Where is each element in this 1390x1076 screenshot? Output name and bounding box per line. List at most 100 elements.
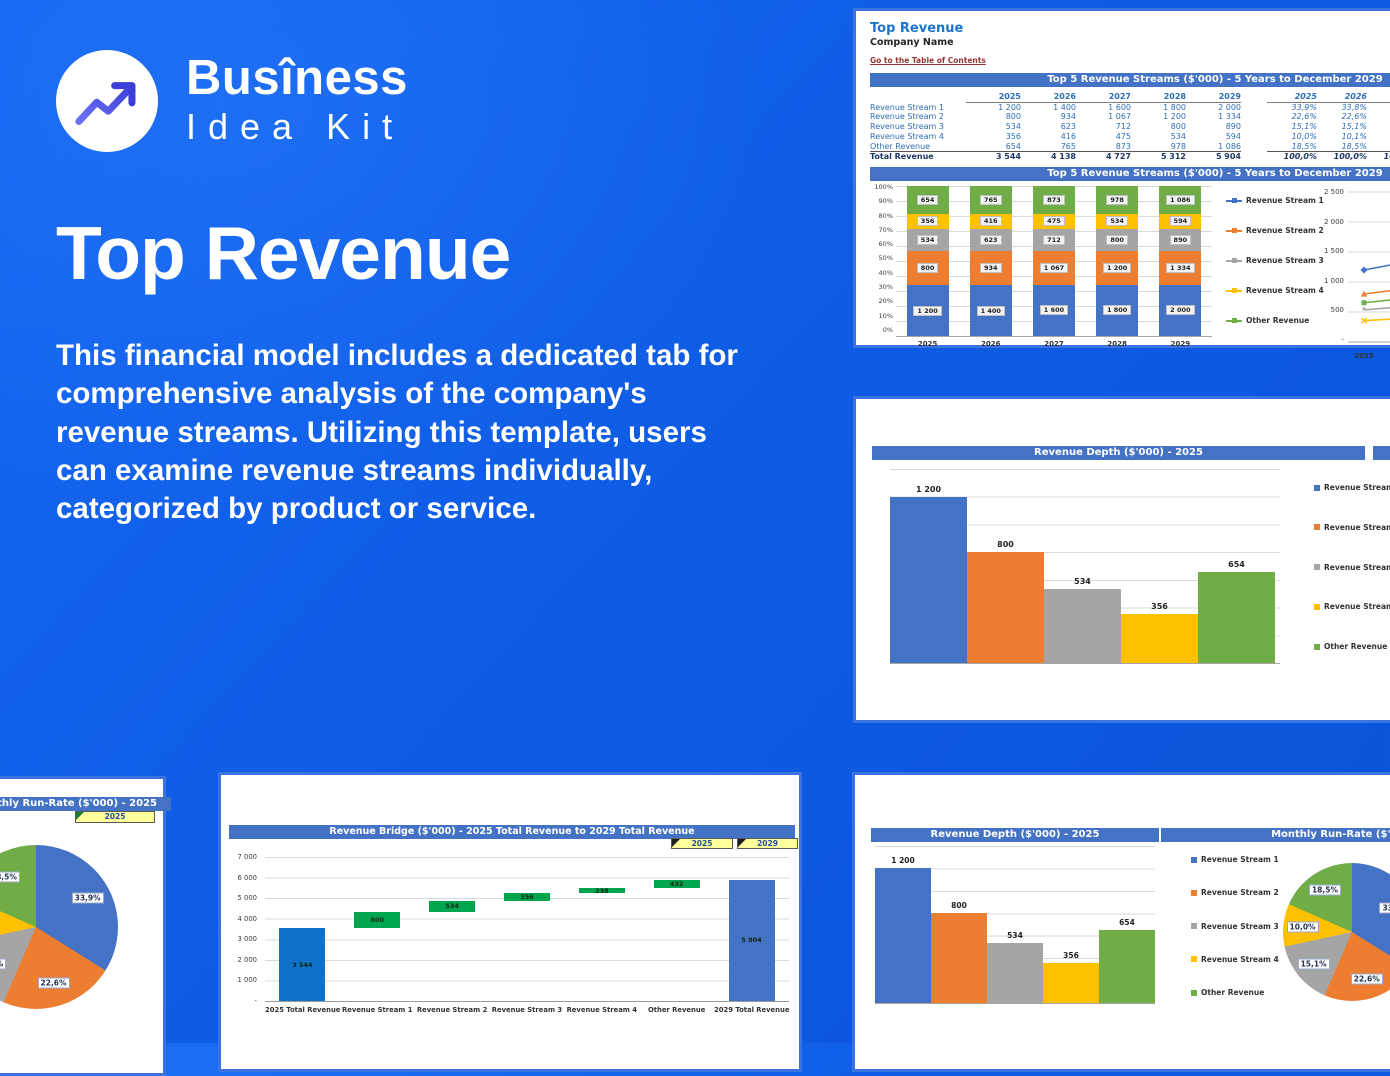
table-cell (1241, 151, 1267, 162)
axis-category-label: 2029 Total Revenue (714, 1006, 789, 1014)
x-axis: 2025 Total Revenue Revenue Stream 1 Revenu… (265, 1006, 789, 1014)
bridge-title-bar: Revenue Bridge ($'000) - 2025 Total Reve… (229, 825, 795, 839)
axis-tick-label: 20% (878, 297, 893, 306)
pct-cell: 22,6% (1367, 112, 1390, 122)
segment-value-label: 890 (1169, 234, 1192, 245)
bar-value-label: 800 (951, 901, 967, 911)
table-row: Revenue Stream 3 534 623 712 800 890 15,1% 15,1… (870, 122, 1390, 132)
table-of-contents-link[interactable]: Go to the Table of Contents (870, 56, 986, 65)
sheet-title: Top Revenue (870, 21, 964, 36)
bridge-year-to-dropdown[interactable]: 2029 (737, 838, 798, 849)
legend-item: Revenue Stream 3 (1314, 563, 1390, 572)
waterfall-bar: 356 (504, 893, 550, 901)
row-label: Revenue Stream 1 (870, 102, 944, 112)
axis-category-label: 2029 (1170, 339, 1191, 348)
depth-chart-title-bar-small: Revenue Depth ($'000) - 2025 (871, 828, 1159, 842)
bar-value-label: 3 544 (292, 960, 313, 969)
pct-cell: 22,6% (1341, 112, 1367, 122)
logo-circle (56, 50, 158, 152)
legend-line-marker (1226, 228, 1242, 234)
axis-tick-label: 10% (878, 311, 893, 320)
segment-value-label: 712 (1043, 234, 1065, 245)
stacked-segment: 475 (1032, 213, 1075, 229)
axis-category-label: Revenue Stream 3 (491, 1006, 563, 1014)
pie-percent-label: 15,1% (0, 958, 7, 970)
pct-cell: 33,8% (1367, 103, 1390, 113)
legend-label: Revenue Stream 2 (1246, 226, 1324, 236)
revenue-depth-bar-chart-small: 1 200 800 534 356 654 (869, 839, 1169, 1039)
year-header: 2026 (1021, 92, 1076, 103)
panel-monthly-runrate-left: Monthly Run-Rate ($'000) - 2025 2025 33,… (0, 776, 171, 1076)
brand-logo: Busîness Idea Kit (56, 50, 806, 152)
waterfall-bar: 432 (653, 879, 700, 889)
plot-area: 1 200 800 534 356 654 (875, 846, 1155, 1004)
bar-value-label: 534 (445, 902, 459, 911)
axis-category-label: 2025 (917, 339, 938, 348)
year-header: 2028 (1131, 92, 1186, 103)
bar (987, 943, 1043, 1003)
bars: 654 356 534 800 1 200 765 416 623 934 1 400 873 475… (896, 185, 1212, 336)
segment-value-label: 534 (1106, 216, 1128, 227)
legend-item: Other Revenue (1314, 642, 1390, 651)
pct-cell: 10,1% (1341, 131, 1367, 141)
axis-category-label: 2025 Total Revenue (265, 1006, 340, 1014)
bar-value-label: 432 (669, 879, 684, 888)
legend-label: Revenue Stream 2 (1324, 522, 1390, 532)
legend-item: Revenue Stream 4 (1191, 955, 1279, 964)
top-charts-row: 100% 90% 80% 70% 60% 50% 40% 30% 20% 10% 0% 654 356 5… (870, 183, 1390, 366)
segment-value-label: 1 334 (1166, 263, 1195, 274)
bar-column: 800 (967, 469, 1044, 663)
stacked-bar-chart: 100% 90% 80% 70% 60% 50% 40% 30% 20% 10% 0% 654 356 5… (870, 183, 1218, 366)
segment-value-label: 1 600 (1039, 305, 1069, 316)
value-cell: 1 400 (1053, 102, 1076, 112)
stacked-segment: 1 800 (1096, 285, 1139, 336)
segment-value-label: 800 (1106, 234, 1128, 245)
stacked-segment: 934 (969, 251, 1012, 286)
revenue-table-title-bar: Top 5 Revenue Streams ($'000) - 5 Years … (870, 73, 1390, 87)
bar-value-label: 534 (1007, 931, 1023, 941)
stacked-segment: 873 (1032, 185, 1075, 214)
segment-value-label: 1 200 (1102, 263, 1132, 274)
value-cell: 1 200 (998, 102, 1021, 112)
axis-tick-label: 7 000 (237, 853, 257, 861)
pie-percent-label: 15,1% (1297, 958, 1330, 970)
value-cell: 475 (1115, 131, 1131, 141)
table-cell (1241, 122, 1267, 132)
legend-label: Revenue Stream 4 (1324, 602, 1390, 612)
axis-tick-label: 70% (878, 225, 893, 234)
bar-column: 1 200 (875, 846, 931, 1003)
panel-revenue-depth: Revenue Depth ($'000) - 2025 Monthly Run… (853, 396, 1390, 723)
bar (1099, 929, 1155, 1003)
stacked-segment: 765 (969, 185, 1012, 214)
legend-label: Revenue Stream 3 (1201, 921, 1279, 931)
panel-top-revenue-sheet: Top Revenue Company Name Go to the Table… (853, 8, 1390, 360)
year-dropdown[interactable]: 2025 (75, 811, 155, 823)
axis-tick-label: 500 (1330, 306, 1344, 315)
bar-value-label: 1 200 (891, 856, 915, 866)
table-row: Revenue Stream 1 1 200 1 400 1 600 1 800 2 00… (870, 103, 1390, 113)
total-value-cell: 5 312 (1131, 151, 1186, 162)
stacked-segment: 978 (1096, 185, 1139, 214)
value-cell: 534 (1170, 131, 1186, 141)
stacked-segment: 534 (1096, 213, 1139, 229)
legend-marker (1232, 318, 1237, 324)
stacked-chart-legend: Revenue Stream 1 Revenue Stream 2 Revenue … (1218, 186, 1324, 336)
bar-value-label: 800 (997, 540, 1014, 550)
segment-value-label: 475 (1043, 216, 1065, 227)
stacked-column: 978 534 800 1 200 1 800 (1096, 185, 1139, 336)
bar-column: 800 (931, 846, 987, 1003)
segment-value-label: 934 (979, 263, 1002, 274)
legend-square-marker (1314, 643, 1320, 650)
table-row: Revenue Stream 4 356 416 475 534 594 10,0% 10,1… (870, 132, 1390, 142)
bar-value-label: 654 (1228, 560, 1245, 570)
segment-value-label: 356 (916, 216, 939, 227)
depth-chart-title-bar: Revenue Depth ($'000) - 2025 (872, 446, 1365, 460)
value-cell: 873 (1115, 141, 1131, 151)
segment-value-label: 594 (1169, 216, 1192, 227)
x-axis: 2025 2026 2027 2028 2029 (896, 340, 1212, 348)
axis-tick-label: 30% (878, 283, 893, 291)
pct-cell: 18,5% (1367, 142, 1390, 152)
bridge-year-from-dropdown[interactable]: 2025 (671, 838, 733, 849)
axis-tick-label: 50% (878, 254, 893, 263)
